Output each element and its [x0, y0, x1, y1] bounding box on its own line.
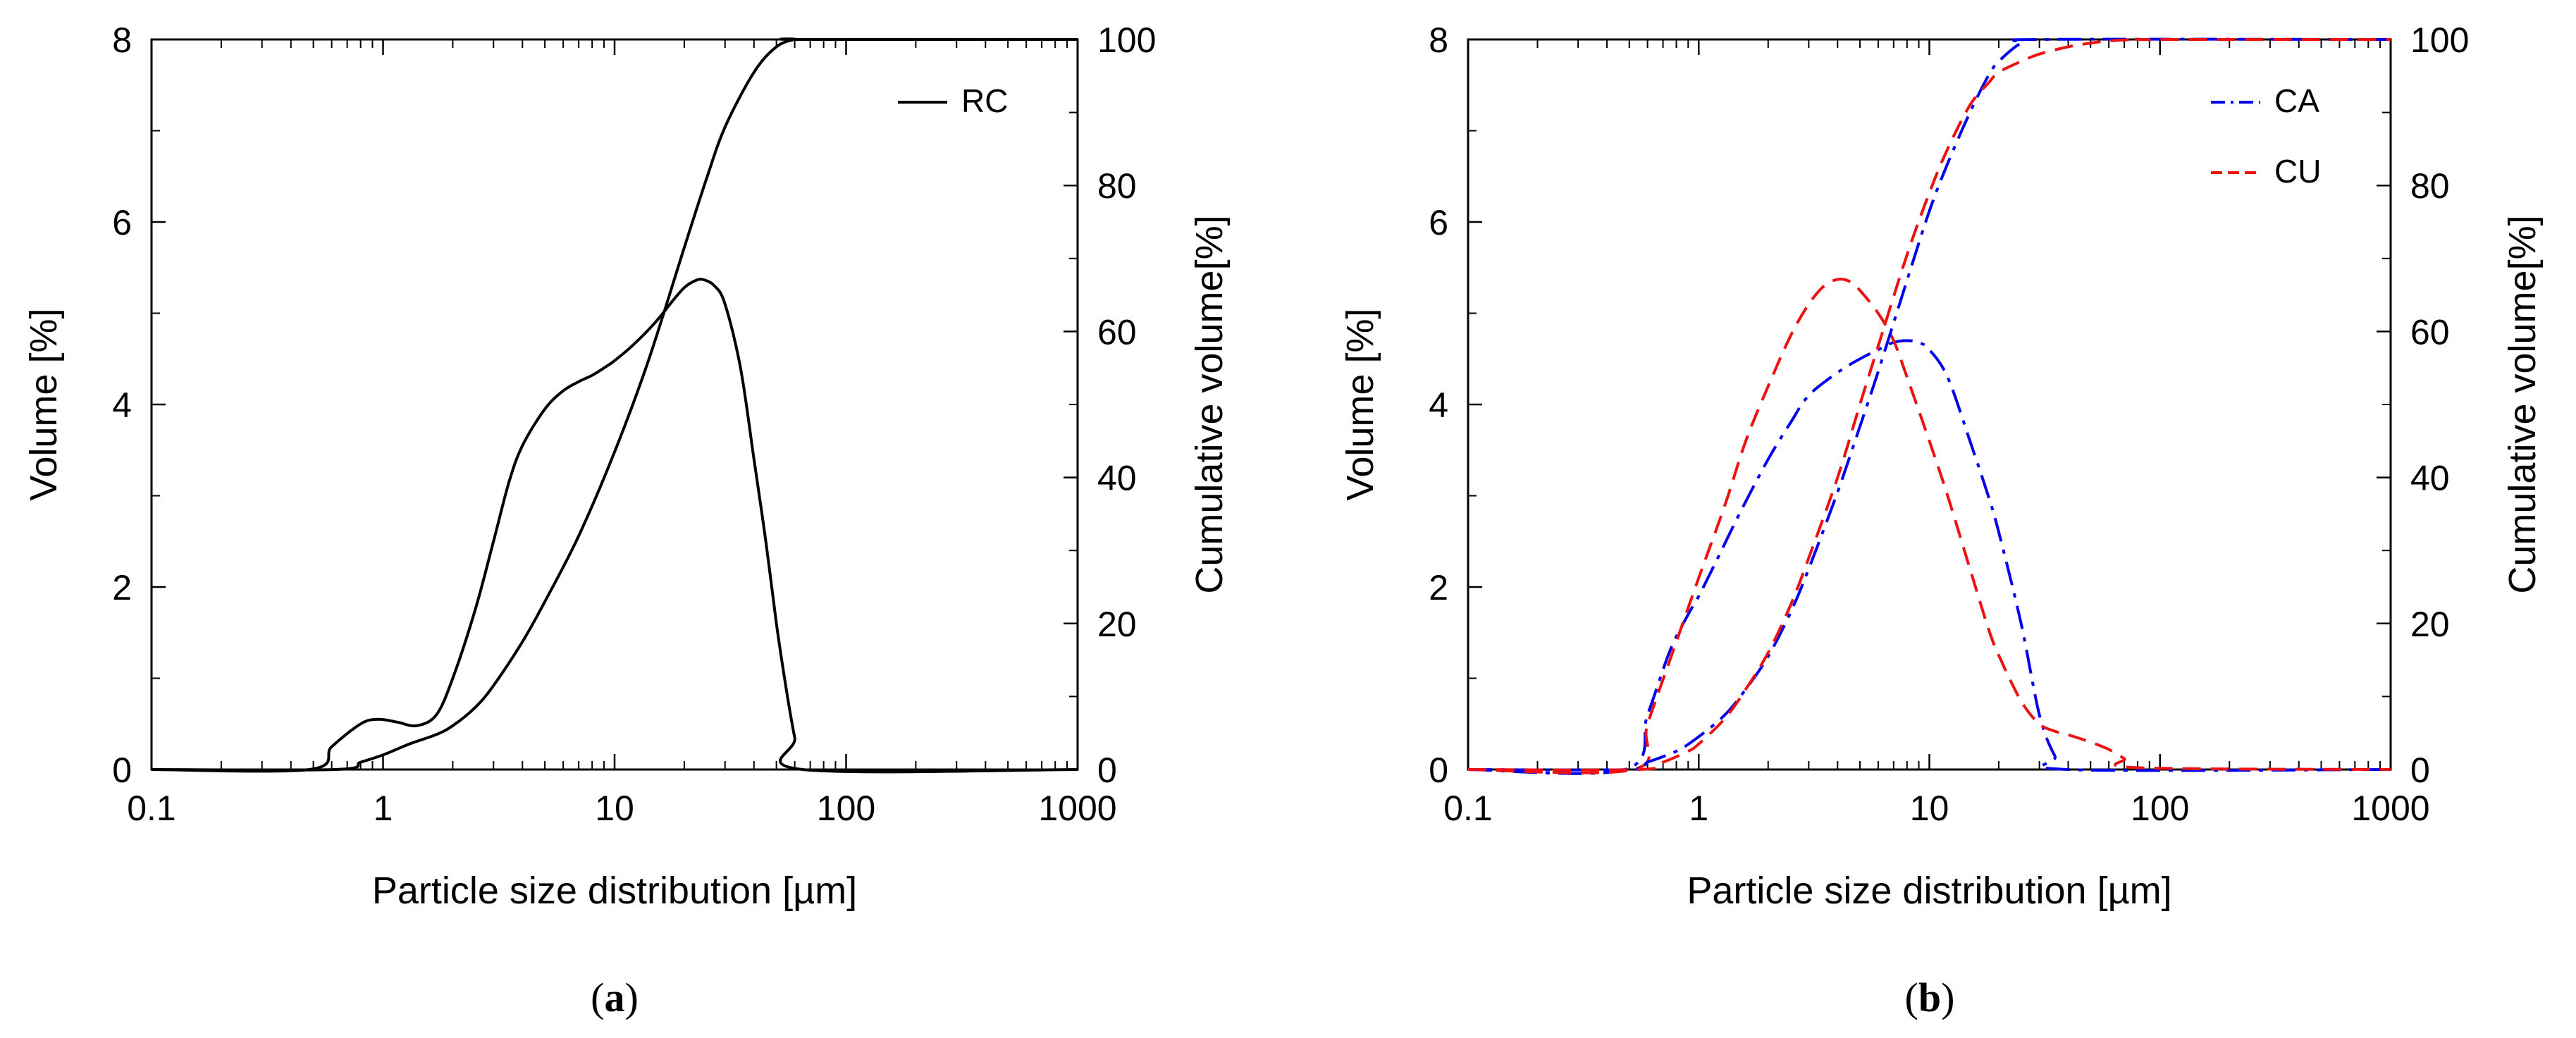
y2-tick-label: 80 — [1097, 166, 1137, 206]
y2-tick-label: 20 — [2410, 605, 2450, 644]
rc-cumulative-series-line — [151, 37, 1078, 772]
panel-label: (a) — [591, 975, 639, 1020]
y-axis-title: Volume [%] — [23, 308, 65, 500]
x-tick-label: 10 — [595, 789, 634, 828]
x-tick-label: 100 — [2131, 789, 2189, 828]
panel-label-letter: a — [605, 975, 625, 1020]
y2-tick-label: 40 — [1097, 459, 1137, 498]
y2-tick-label: 60 — [2410, 312, 2450, 352]
y2-tick-label: 0 — [1097, 750, 1117, 790]
y-tick-label: 6 — [1429, 203, 1448, 242]
x-axis-title: Particle size distribution [µm] — [372, 870, 857, 912]
y2-tick-label: 40 — [2410, 459, 2450, 498]
y2-tick-label: 0 — [2410, 750, 2430, 790]
y-tick-label: 4 — [1429, 385, 1448, 425]
x-tick-label: 10 — [1910, 789, 1949, 828]
y2-axis-title: Cumulative volume[%] — [1188, 215, 1231, 593]
x-tick-label: 0.1 — [127, 789, 176, 828]
panel-label-close: ) — [625, 975, 639, 1020]
cu-cumulative-series-line — [1467, 37, 2391, 772]
x-tick-label: 1 — [374, 789, 393, 828]
plot-frame — [150, 38, 1079, 771]
y-tick-label: 8 — [112, 20, 132, 60]
y-tick-label: 2 — [112, 568, 132, 607]
y-tick-label: 8 — [1429, 20, 1448, 60]
panel-label-open: ( — [1905, 975, 1918, 1020]
x-tick-label: 1000 — [1038, 789, 1116, 828]
x-tick-label: 1 — [1689, 789, 1708, 828]
y2-tick-label: 100 — [2410, 20, 2469, 60]
rc-series-line — [151, 278, 1078, 774]
y2-tick-label: 100 — [1097, 20, 1156, 60]
legend-label-rc: RC — [961, 82, 1008, 119]
panel-label-open: ( — [591, 975, 604, 1020]
y-tick-label: 6 — [112, 203, 132, 242]
x-tick-label: 100 — [817, 789, 875, 828]
panel-label-close: ) — [1941, 975, 1954, 1020]
x-axis-title: Particle size distribution [µm] — [1687, 870, 2171, 912]
y2-tick-label: 60 — [1097, 312, 1137, 352]
legend-label-ca: CA — [2274, 82, 2319, 119]
y-tick-label: 2 — [1429, 568, 1448, 607]
cu-series-line — [1467, 278, 2391, 774]
ca-cumulative-series-line — [1467, 37, 2391, 772]
y-axis-title: Volume [%] — [1339, 308, 1381, 500]
plot-frame — [1467, 38, 2392, 771]
panel-label-letter: b — [1918, 975, 1941, 1020]
legend-label-cu: CU — [2274, 153, 2321, 190]
y2-tick-label: 20 — [1097, 605, 1137, 644]
y-tick-label: 0 — [112, 750, 132, 790]
x-tick-label: 0.1 — [1443, 789, 1493, 828]
y-tick-label: 4 — [112, 385, 132, 425]
ca-series-line — [1467, 339, 2391, 775]
y2-tick-label: 80 — [2410, 166, 2450, 206]
y-tick-label: 0 — [1429, 750, 1448, 790]
x-tick-label: 1000 — [2351, 789, 2429, 828]
y2-axis-title: Cumulative volume[%] — [2501, 215, 2544, 593]
panel-label: (b) — [1905, 975, 1955, 1020]
